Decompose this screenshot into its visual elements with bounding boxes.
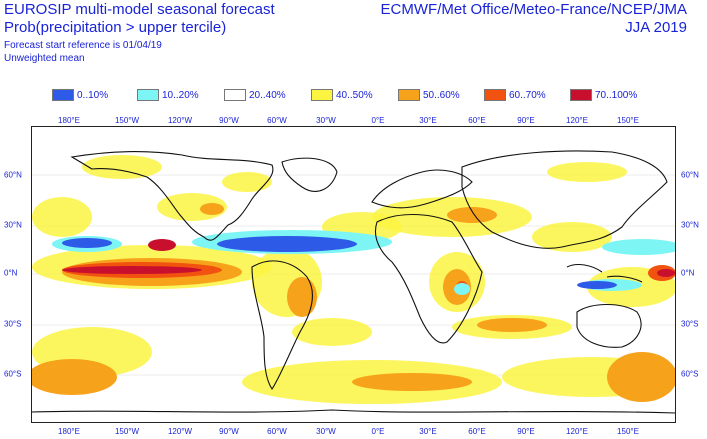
lon-tick-label: 120°W bbox=[167, 427, 193, 436]
lat-tick-label: 30°S bbox=[681, 319, 699, 329]
lon-tick-label: 150°W bbox=[114, 427, 140, 436]
lat-tick-label: 30°S bbox=[4, 319, 22, 329]
legend-swatch bbox=[484, 89, 506, 101]
legend-swatch bbox=[570, 89, 592, 101]
lon-tick-label: 180°E bbox=[58, 116, 80, 125]
lat-tick-label: 30°N bbox=[681, 220, 699, 230]
lon-tick-label: 90°E bbox=[517, 116, 535, 125]
lon-tick-label: 30°W bbox=[316, 116, 336, 125]
coastlines bbox=[32, 150, 675, 414]
legend-label: 20..40% bbox=[249, 89, 286, 101]
lon-tick-label: 60°E bbox=[468, 427, 486, 436]
legend-label: 70..100% bbox=[595, 89, 638, 101]
map-canvas bbox=[32, 150, 675, 414]
lat-tick-label: 30°N bbox=[4, 220, 22, 230]
shading-0-10 bbox=[62, 236, 617, 289]
legend-item: 50..60% bbox=[398, 88, 460, 102]
lon-tick-label: 90°W bbox=[219, 427, 239, 436]
lon-tick-label: 180°E bbox=[58, 427, 80, 436]
legend-label: 10..20% bbox=[162, 89, 199, 101]
legend-item: 20..40% bbox=[224, 88, 286, 102]
shading-70-100 bbox=[62, 239, 675, 277]
lon-tick-label: 120°E bbox=[566, 427, 588, 436]
lon-tick-label: 150°E bbox=[617, 427, 639, 436]
color-legend: 0..10% 10..20% 20..40% 40..50% 50..60% 6… bbox=[0, 88, 707, 102]
legend-swatch bbox=[398, 89, 420, 101]
lat-tick-label: 60°N bbox=[4, 170, 22, 180]
legend-label: 50..60% bbox=[423, 89, 460, 101]
legend-item: 70..100% bbox=[570, 88, 637, 102]
lon-tick-label: 90°W bbox=[219, 116, 239, 125]
map-subtitle: Prob(precipitation > upper tercile) bbox=[4, 19, 227, 36]
lat-tick-label: 0°N bbox=[681, 268, 695, 278]
lon-tick-label: 90°E bbox=[517, 427, 535, 436]
legend-label: 0..10% bbox=[77, 89, 109, 101]
lat-tick-label: 0°N bbox=[4, 268, 18, 278]
world-map bbox=[31, 126, 676, 423]
lon-tick-label: 60°E bbox=[468, 116, 486, 125]
weighting-note: Unweighted mean bbox=[4, 53, 85, 64]
legend-item: 40..50% bbox=[311, 88, 373, 102]
legend-swatch bbox=[311, 89, 333, 101]
legend-item: 0..10% bbox=[52, 88, 108, 102]
forecast-reference: Forecast start reference is 01/04/19 bbox=[4, 40, 162, 51]
season-label: JJA 2019 bbox=[625, 19, 687, 36]
lon-tick-label: 120°E bbox=[566, 116, 588, 125]
lon-tick-label: 30°E bbox=[419, 116, 437, 125]
lon-tick-label: 150°E bbox=[617, 116, 639, 125]
legend-label: 60..70% bbox=[509, 89, 546, 101]
lon-tick-label: 30°E bbox=[419, 427, 437, 436]
legend-swatch bbox=[52, 89, 74, 101]
lat-tick-label: 60°S bbox=[681, 369, 699, 379]
lon-tick-label: 150°W bbox=[114, 116, 140, 125]
lon-tick-label: 0°E bbox=[371, 116, 385, 125]
legend-label: 40..50% bbox=[336, 89, 373, 101]
lon-tick-label: 120°W bbox=[167, 116, 193, 125]
map-title: EUROSIP multi-model seasonal forecast bbox=[4, 1, 275, 18]
lat-tick-label: 60°N bbox=[681, 170, 699, 180]
model-sources: ECMWF/Met Office/Meteo-France/NCEP/JMA bbox=[380, 1, 687, 18]
lon-tick-label: 60°W bbox=[267, 427, 287, 436]
legend-item: 60..70% bbox=[484, 88, 546, 102]
lon-tick-label: 0°E bbox=[371, 427, 385, 436]
lat-tick-label: 60°S bbox=[4, 369, 22, 379]
legend-item: 10..20% bbox=[137, 88, 199, 102]
lon-tick-label: 60°W bbox=[267, 116, 287, 125]
lon-tick-label: 30°W bbox=[316, 427, 336, 436]
legend-swatch bbox=[224, 89, 246, 101]
legend-swatch bbox=[137, 89, 159, 101]
